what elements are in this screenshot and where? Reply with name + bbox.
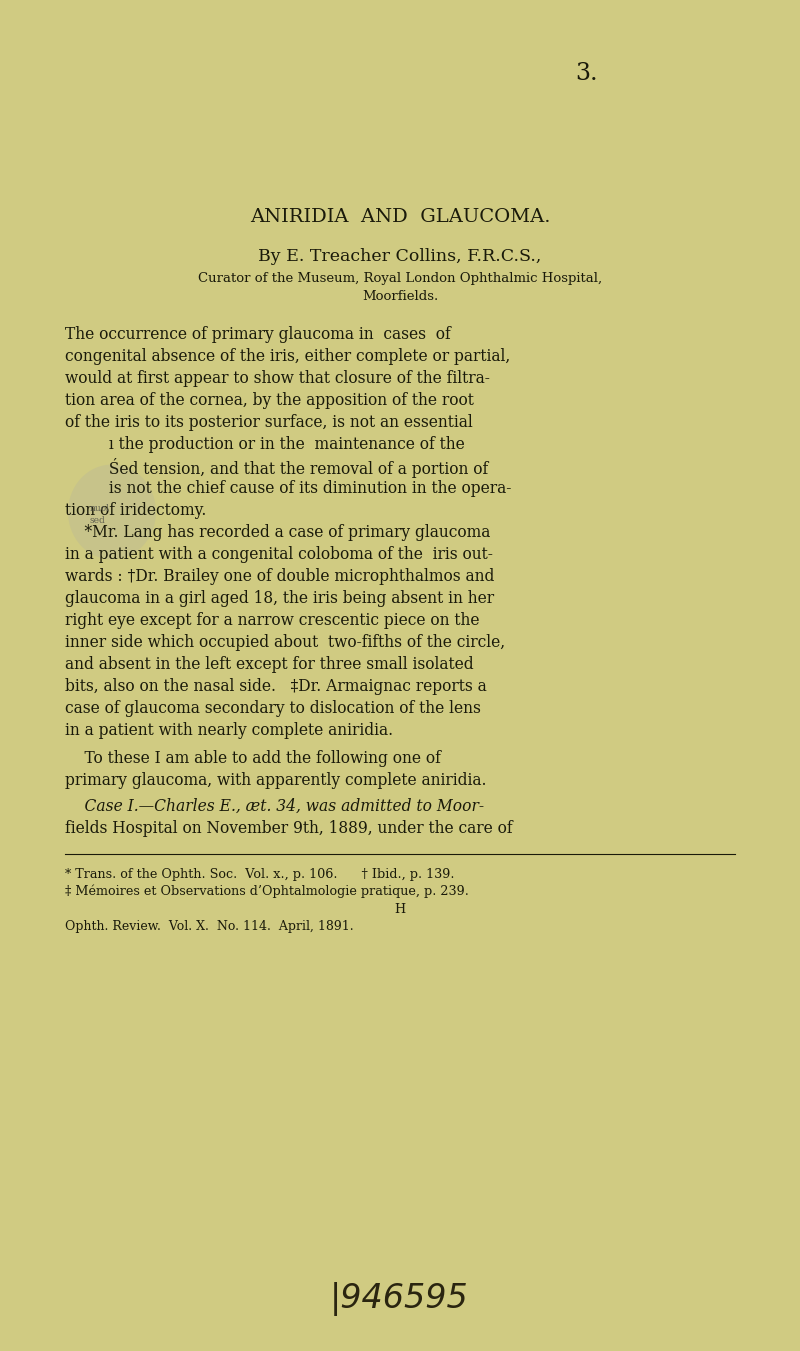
Text: inner side which occupied about  two-fifths of the circle,: inner side which occupied about two-fift… [65,634,505,651]
Text: would at first appear to show that closure of the filtra-: would at first appear to show that closu… [65,370,490,386]
Text: * Trans. of the Ophth. Soc.  Vol. x., p. 106.      † Ibid., p. 139.: * Trans. of the Ophth. Soc. Vol. x., p. … [65,867,454,881]
Text: Moorfields.: Moorfields. [362,290,438,303]
Text: ı the production or in the  maintenance of the: ı the production or in the maintenance o… [65,436,465,453]
Text: Ophth. Review.  Vol. X.  No. 114.  April, 1891.: Ophth. Review. Vol. X. No. 114. April, 1… [65,920,354,934]
Text: Śed tension, and that the removal of a portion of: Śed tension, and that the removal of a p… [65,458,488,478]
Text: in a patient with nearly complete aniridia.: in a patient with nearly complete anirid… [65,721,393,739]
Text: is not the chief cause of its diminution in the opera-: is not the chief cause of its diminution… [65,480,511,497]
Text: tion area of the cornea, by the apposition of the root: tion area of the cornea, by the appositi… [65,392,474,409]
Text: nuol: nuol [90,504,110,513]
Text: |946595: |946595 [330,1282,469,1316]
Text: tion of iridectomy.: tion of iridectomy. [65,503,206,519]
Text: glaucoma in a girl aged 18, the iris being absent in her: glaucoma in a girl aged 18, the iris bei… [65,590,494,607]
Text: *Mr. Lang has recorded a case of primary glaucoma: *Mr. Lang has recorded a case of primary… [65,524,490,540]
Text: ‡ Mémoires et Observations d’Ophtalmologie pratique, p. 239.: ‡ Mémoires et Observations d’Ophtalmolog… [65,885,469,898]
Text: ANIRIDIA  AND  GLAUCOMA.: ANIRIDIA AND GLAUCOMA. [250,208,550,226]
Text: 3.: 3. [575,62,598,85]
Text: and absent in the left except for three small isolated: and absent in the left except for three … [65,657,474,673]
Ellipse shape [68,465,156,559]
Text: bits, also on the nasal side.   ‡Dr. Armaignac reports a: bits, also on the nasal side. ‡Dr. Armai… [65,678,486,694]
Text: fields Hospital on November 9th, 1889, under the care of: fields Hospital on November 9th, 1889, u… [65,820,513,838]
Text: right eye except for a narrow crescentic piece on the: right eye except for a narrow crescentic… [65,612,479,630]
Text: case of glaucoma secondary to dislocation of the lens: case of glaucoma secondary to dislocatio… [65,700,481,717]
Text: Case I.—Charles E., æt. 34, was admitted to Moor-: Case I.—Charles E., æt. 34, was admitted… [65,798,484,815]
Text: By E. Treacher Collins, F.R.C.S.,: By E. Treacher Collins, F.R.C.S., [258,249,542,265]
Text: sed: sed [90,516,106,526]
Text: wards : †Dr. Brailey one of double microphthalmos and: wards : †Dr. Brailey one of double micro… [65,567,494,585]
Text: The occurrence of primary glaucoma in  cases  of: The occurrence of primary glaucoma in ca… [65,326,450,343]
Text: H: H [394,902,406,916]
Text: To these I am able to add the following one of: To these I am able to add the following … [65,750,441,767]
Text: primary glaucoma, with apparently complete aniridia.: primary glaucoma, with apparently comple… [65,771,486,789]
Text: congenital absence of the iris, either complete or partial,: congenital absence of the iris, either c… [65,349,510,365]
Text: Curator of the Museum, Royal London Ophthalmic Hospital,: Curator of the Museum, Royal London Opht… [198,272,602,285]
Text: in a patient with a congenital coloboma of the  iris out-: in a patient with a congenital coloboma … [65,546,493,563]
Text: of the iris to its posterior surface, is not an essential: of the iris to its posterior surface, is… [65,413,473,431]
